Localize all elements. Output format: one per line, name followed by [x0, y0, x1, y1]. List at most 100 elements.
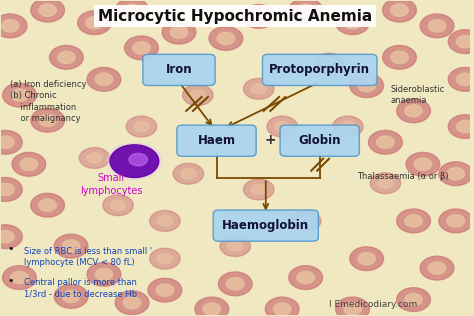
Ellipse shape [190, 90, 205, 100]
Ellipse shape [242, 4, 275, 28]
Ellipse shape [340, 121, 356, 132]
Ellipse shape [150, 210, 180, 231]
Text: Sideroblastic
anaemia: Sideroblastic anaemia [390, 85, 444, 105]
Ellipse shape [405, 293, 422, 306]
Ellipse shape [31, 0, 64, 22]
Ellipse shape [456, 73, 474, 86]
Ellipse shape [123, 4, 141, 16]
Ellipse shape [227, 278, 244, 290]
Ellipse shape [115, 0, 149, 22]
Ellipse shape [447, 215, 465, 227]
Ellipse shape [397, 99, 430, 123]
Ellipse shape [173, 163, 204, 184]
Ellipse shape [62, 290, 80, 303]
Ellipse shape [414, 158, 432, 170]
Ellipse shape [383, 0, 416, 22]
Ellipse shape [447, 167, 465, 180]
Ellipse shape [397, 209, 430, 233]
Ellipse shape [228, 241, 243, 251]
Text: +: + [264, 133, 276, 147]
Text: (a) Iron deficiency
(b) Chronic
    inflammation
    or malignancy: (a) Iron deficiency (b) Chronic inflamma… [10, 80, 87, 123]
Ellipse shape [1, 20, 19, 32]
Ellipse shape [358, 252, 375, 265]
Ellipse shape [391, 51, 408, 64]
Ellipse shape [54, 284, 88, 308]
Ellipse shape [439, 162, 473, 185]
Ellipse shape [103, 195, 133, 216]
Ellipse shape [321, 58, 337, 69]
Ellipse shape [344, 303, 361, 315]
Ellipse shape [2, 83, 36, 107]
FancyBboxPatch shape [177, 125, 256, 156]
Ellipse shape [134, 121, 149, 132]
Ellipse shape [405, 105, 422, 117]
Ellipse shape [0, 230, 14, 243]
Ellipse shape [391, 4, 408, 16]
Ellipse shape [378, 178, 393, 188]
Ellipse shape [11, 271, 28, 284]
FancyBboxPatch shape [280, 125, 359, 156]
Ellipse shape [125, 36, 158, 60]
Ellipse shape [54, 234, 88, 258]
Ellipse shape [420, 256, 454, 280]
Ellipse shape [58, 51, 75, 64]
Ellipse shape [377, 136, 394, 149]
Ellipse shape [428, 262, 446, 274]
Ellipse shape [370, 173, 401, 194]
Ellipse shape [0, 225, 22, 249]
Text: Globin: Globin [299, 134, 341, 147]
Text: •: • [8, 276, 14, 286]
Ellipse shape [220, 236, 251, 257]
Ellipse shape [110, 200, 126, 210]
Circle shape [129, 153, 147, 166]
Ellipse shape [420, 14, 454, 38]
Ellipse shape [251, 184, 266, 195]
Ellipse shape [298, 216, 313, 226]
Ellipse shape [39, 4, 56, 16]
Ellipse shape [62, 240, 80, 252]
Ellipse shape [244, 179, 274, 200]
Ellipse shape [195, 297, 228, 316]
Ellipse shape [2, 266, 36, 289]
Ellipse shape [289, 266, 322, 289]
Ellipse shape [209, 27, 243, 50]
Ellipse shape [78, 11, 111, 35]
Ellipse shape [87, 67, 121, 91]
Ellipse shape [0, 183, 14, 196]
Text: Haem: Haem [198, 134, 236, 147]
Ellipse shape [250, 10, 267, 23]
Ellipse shape [12, 152, 46, 176]
Ellipse shape [448, 30, 474, 53]
Text: •: • [8, 244, 14, 254]
Ellipse shape [181, 168, 196, 179]
Ellipse shape [20, 158, 37, 170]
Ellipse shape [333, 116, 363, 137]
Ellipse shape [0, 178, 22, 201]
Ellipse shape [203, 303, 220, 315]
Ellipse shape [95, 268, 113, 281]
FancyBboxPatch shape [143, 54, 215, 86]
Ellipse shape [448, 67, 474, 91]
Circle shape [107, 143, 162, 179]
Text: Small
lymphocytes: Small lymphocytes [80, 173, 142, 196]
Ellipse shape [251, 83, 266, 94]
Ellipse shape [148, 278, 182, 302]
Ellipse shape [405, 215, 422, 227]
Ellipse shape [170, 26, 188, 38]
Ellipse shape [358, 79, 375, 92]
Ellipse shape [126, 116, 157, 137]
Ellipse shape [87, 263, 121, 286]
Ellipse shape [350, 247, 383, 270]
Text: Thalassaemia (α or β): Thalassaemia (α or β) [357, 172, 449, 181]
Ellipse shape [344, 16, 361, 29]
Text: Central pallor is more than
1/3rd - due to decrease Hb: Central pallor is more than 1/3rd - due … [24, 278, 137, 299]
Ellipse shape [291, 210, 321, 231]
Ellipse shape [265, 297, 299, 316]
Ellipse shape [397, 288, 430, 312]
Ellipse shape [123, 296, 141, 309]
Ellipse shape [95, 73, 113, 86]
Ellipse shape [448, 115, 474, 138]
Ellipse shape [182, 85, 213, 106]
Text: Microcytic Hypochromic Anemia: Microcytic Hypochromic Anemia [98, 9, 373, 24]
Ellipse shape [0, 131, 22, 154]
